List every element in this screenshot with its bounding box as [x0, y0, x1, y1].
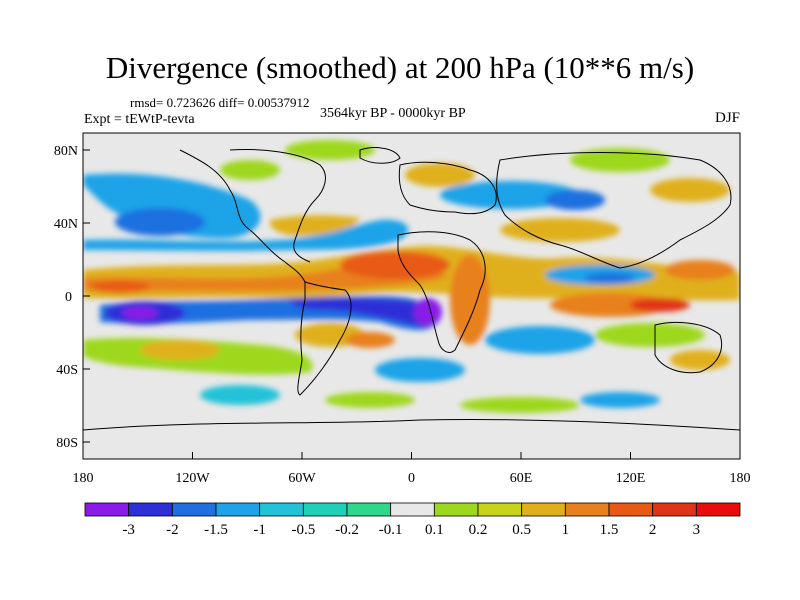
lat-label: 80N [54, 144, 78, 159]
positive-core [630, 298, 690, 312]
positive-blob [405, 163, 475, 187]
positive-blob [450, 255, 490, 345]
colorbar-swatch [259, 502, 304, 517]
colorbar-label: -2 [166, 522, 179, 538]
asia-coast [496, 152, 732, 269]
australia-coast [654, 321, 723, 374]
colorbar-swatch [390, 502, 435, 517]
colorbar-swatch [215, 502, 261, 517]
colorbar-label: -0.5 [291, 522, 315, 538]
positive-blob [595, 323, 705, 347]
lon-label: 0 [408, 471, 415, 486]
positive-blob [670, 350, 730, 370]
negative-blob [580, 392, 660, 408]
lat-label: 40S [56, 363, 78, 378]
colorbar-label: -3 [122, 522, 135, 538]
colorbar-swatch [302, 502, 348, 517]
colorbar-swatch [477, 502, 523, 517]
colorbar-swatch [128, 502, 173, 517]
lon-label: 180 [730, 471, 751, 486]
north-america-east-coast [229, 149, 326, 263]
negative-blob [440, 181, 580, 209]
positive-core [665, 260, 735, 280]
positive-blob [285, 140, 375, 160]
colorbar-label: 2 [649, 522, 657, 538]
negative-core [585, 273, 635, 283]
colorbar-label: 0.1 [425, 522, 444, 538]
negative-blob [375, 358, 465, 382]
colorbar-label: -0.2 [335, 522, 359, 538]
colorbar-label: 1 [562, 522, 570, 538]
positive-blob [570, 148, 670, 172]
period-label: 3564kyr BP - 0000kyr BP [320, 106, 466, 121]
colorbar-label: 1.5 [600, 522, 619, 538]
negative-band [83, 219, 409, 251]
europe-coast [398, 161, 497, 215]
greenland-coast [359, 147, 401, 164]
north-america-coast [179, 149, 306, 283]
positive-blob [140, 340, 220, 360]
negative-core [545, 190, 605, 210]
negative-core [414, 298, 442, 326]
lon-label: 120W [175, 471, 210, 486]
divergence-field [83, 133, 740, 459]
colorbar-swatch [171, 502, 217, 517]
positive-core [550, 293, 670, 317]
negative-blob [200, 385, 280, 405]
negative-core [290, 297, 436, 328]
africa-coast [397, 231, 486, 353]
colorbar-swatch [608, 502, 654, 517]
stats-text: rmsd= 0.723626 diff= 0.00537912 [130, 95, 310, 110]
lon-label: 180 [73, 471, 94, 486]
coastlines [83, 147, 740, 431]
positive-blob [650, 178, 730, 202]
positive-core [345, 332, 395, 348]
colorbar-swatch [84, 502, 130, 517]
positive-blob [269, 215, 360, 236]
negative-blob [485, 326, 595, 354]
negative-core [122, 307, 158, 319]
lon-label: 60E [510, 471, 533, 486]
colorbar-swatch [652, 502, 697, 517]
positive-blob [325, 392, 415, 408]
colorbar-label: 0.2 [469, 522, 488, 538]
colorbar: -3 -2 -1.5 -1 -0.5 -0.2 -0.1 0.1 0.2 0.5 1 1.5 2 3 [84, 502, 741, 538]
lon-label: 120E [616, 471, 646, 486]
antarctica-coast [83, 418, 740, 431]
colorbar-label: 0.5 [512, 522, 531, 538]
experiment-label: Expt = tEWtP-tevta [84, 112, 195, 127]
colorbar-label: -0.1 [379, 522, 403, 538]
longitude-axis: 180 120W 60W 0 60E 120E 180 [73, 452, 751, 486]
lat-label: 80S [56, 436, 78, 451]
positive-blob [460, 397, 580, 413]
positive-core [340, 251, 450, 279]
positive-core [90, 281, 150, 293]
colorbar-swatch [433, 502, 479, 517]
plot-title: Divergence (smoothed) at 200 hPa (10**6 … [105, 50, 695, 85]
colorbar-label: -1 [253, 522, 266, 538]
lat-label: 40N [54, 217, 78, 232]
latitude-axis: 80N 40N 0 40S 80S [54, 144, 90, 451]
colorbar-label: 3 [693, 522, 701, 538]
lat-label: 0 [65, 290, 72, 305]
negative-blob [83, 173, 261, 239]
colorbar-swatch [346, 502, 392, 517]
positive-blob [500, 218, 620, 242]
colorbar-swatch [521, 502, 566, 517]
positive-blob [220, 160, 280, 180]
colorbar-swatch [695, 502, 741, 517]
season-label: DJF [714, 110, 740, 126]
negative-core [115, 208, 205, 236]
colorbar-swatch [564, 502, 610, 517]
south-america-coast [297, 281, 352, 396]
lon-label: 60W [288, 471, 316, 486]
colorbar-label: -1.5 [204, 522, 228, 538]
